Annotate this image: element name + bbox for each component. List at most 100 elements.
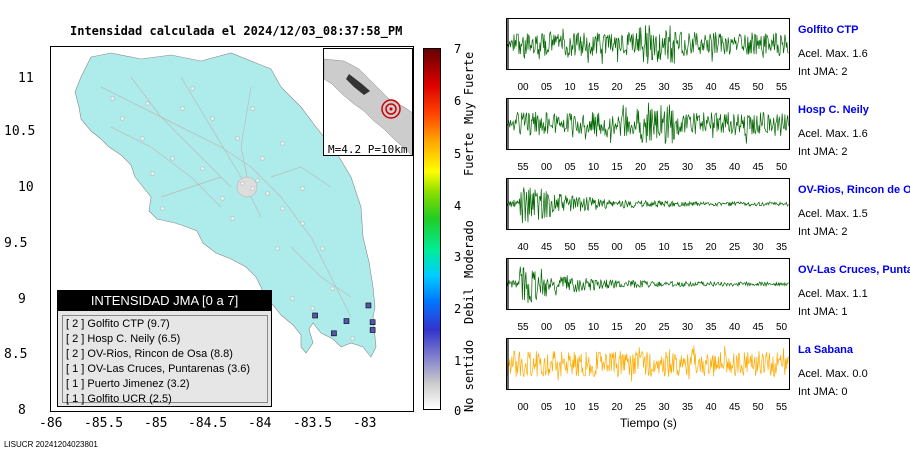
time-tick: 50	[564, 242, 576, 253]
map-y-tick: 10.5	[4, 124, 36, 139]
time-tick: 05	[540, 82, 553, 93]
time-tick: 50	[775, 162, 788, 173]
town-marker	[250, 106, 255, 111]
trace-time-ticks: 00 05 10 15 20 25 30 35 40 45 50 55	[506, 402, 790, 416]
time-tick: 40	[728, 162, 741, 173]
time-tick: 25	[658, 322, 670, 333]
trace-panel[interactable]	[506, 258, 790, 310]
station-marker[interactable]	[369, 319, 376, 325]
station-jma-intensity: Int JMA: 0	[798, 386, 848, 398]
time-tick: 25	[658, 162, 670, 173]
colorbar-tick: 2	[454, 302, 462, 316]
time-tick: 30	[681, 162, 694, 173]
colorbar-tick: 1	[454, 354, 462, 368]
time-tick: 30	[752, 242, 764, 253]
time-tick: 40	[705, 82, 717, 93]
town-marker	[200, 166, 205, 171]
town-marker	[145, 101, 150, 106]
footer-id: LISUCR 20241204023801	[4, 440, 98, 449]
colorbar-category: Muy Fuerte	[462, 51, 476, 124]
time-tick: 20	[611, 402, 623, 413]
time-tick: 10	[564, 82, 576, 93]
time-tick: 10	[564, 402, 576, 413]
station-name-link[interactable]: Hosp C. Neily	[798, 104, 869, 116]
station-max-accel: Acel. Max. 1.5	[798, 208, 868, 220]
town-marker	[280, 206, 285, 211]
colorbar-category: No sentido	[462, 339, 476, 412]
town-marker	[300, 221, 305, 226]
map-x-tick: -85	[144, 416, 168, 431]
station-jma-intensity: Int JMA: 2	[798, 66, 848, 78]
station-name-link[interactable]: Golfito CTP	[798, 24, 859, 36]
legend-item: [ 2 ] OV-Rios, Rincon de Osa (8.8)	[66, 348, 233, 360]
time-tick: 10	[587, 322, 600, 333]
time-tick: 35	[681, 82, 694, 93]
station-name-link[interactable]: La Sabana	[798, 344, 854, 356]
time-tick: 25	[634, 82, 647, 93]
town-marker	[240, 181, 245, 186]
time-tick: 00	[540, 162, 553, 173]
inset-canvas	[324, 58, 412, 155]
station-marker[interactable]	[312, 312, 318, 319]
town-marker	[275, 246, 280, 251]
time-tick: 50	[775, 322, 788, 333]
time-tick: 30	[658, 402, 670, 413]
legend-title: INTENSIDAD JMA [0 a 7]	[58, 291, 271, 311]
trace-panel[interactable]	[506, 18, 790, 70]
town-marker	[265, 191, 270, 196]
time-tick: 20	[634, 162, 647, 173]
map-y-tick: 11	[18, 71, 34, 86]
map-y-tick: 9	[18, 292, 26, 307]
trace-line	[507, 187, 789, 224]
trace-panel[interactable]	[506, 98, 790, 150]
town-marker	[180, 106, 185, 111]
page-title: Intensidad calculada el 2024/12/03_08:37…	[70, 24, 403, 38]
intensity-colorbar	[423, 48, 441, 410]
trace-line	[507, 102, 789, 144]
time-tick: 00	[517, 402, 529, 413]
time-tick: 55	[517, 322, 529, 333]
colorbar-category: Moderado	[462, 220, 476, 278]
trace-panel[interactable]	[506, 338, 790, 390]
station-marker[interactable]	[343, 318, 350, 324]
station-name-link[interactable]: OV-Las Cruces, Puntar	[798, 264, 910, 276]
town-marker	[110, 96, 115, 101]
time-tick: 05	[540, 402, 553, 413]
time-tick: 50	[752, 402, 764, 413]
station-name-link[interactable]: OV-Rios, Rincon de Os	[798, 184, 910, 196]
time-tick: 35	[681, 402, 694, 413]
time-tick: 35	[775, 242, 788, 253]
town-marker	[170, 156, 175, 161]
time-tick: 25	[728, 242, 741, 253]
inset-map	[323, 48, 413, 156]
colorbar-tick: 3	[454, 250, 462, 264]
town-marker	[300, 186, 305, 191]
trace-waveform	[507, 19, 789, 69]
trace-waveform	[507, 339, 789, 389]
town-marker	[140, 136, 145, 141]
time-tick: 15	[587, 402, 600, 413]
time-tick: 00	[611, 242, 623, 253]
map-y-tick: 9.5	[4, 236, 28, 251]
colorbar-category: Fuerte	[462, 132, 476, 176]
trace-line	[507, 266, 789, 303]
station-max-accel: Acel. Max. 1.6	[798, 48, 868, 60]
town-marker	[235, 136, 240, 141]
town-marker	[260, 156, 265, 161]
time-tick: 10	[658, 242, 670, 253]
trace-panel[interactable]	[506, 178, 790, 230]
legend-list: [ 2 ] Golfito CTP (9.7) [ 2 ] Hosp C. Ne…	[62, 315, 268, 405]
trace-time-ticks: 40 45 50 55 00 05 10 15 20 25 30 35	[506, 242, 790, 256]
time-tick: 15	[681, 242, 694, 253]
station-marker[interactable]	[331, 330, 337, 337]
legend-item: [ 1 ] Golfito UCR (2.5)	[66, 393, 172, 405]
map-canvas	[74, 52, 377, 358]
time-tick: 45	[752, 322, 764, 333]
trace-time-ticks: 00 05 10 15 20 25 30 35 40 45 50 55	[506, 82, 790, 96]
colorbar-tick: 7	[454, 42, 462, 56]
time-tick: 35	[705, 162, 717, 173]
station-marker[interactable]	[369, 327, 376, 333]
trace-time-ticks: 55 00 05 10 15 20 25 30 35 40 45 50	[506, 322, 790, 336]
time-tick: 55	[587, 242, 600, 253]
station-marker[interactable]	[365, 302, 372, 309]
